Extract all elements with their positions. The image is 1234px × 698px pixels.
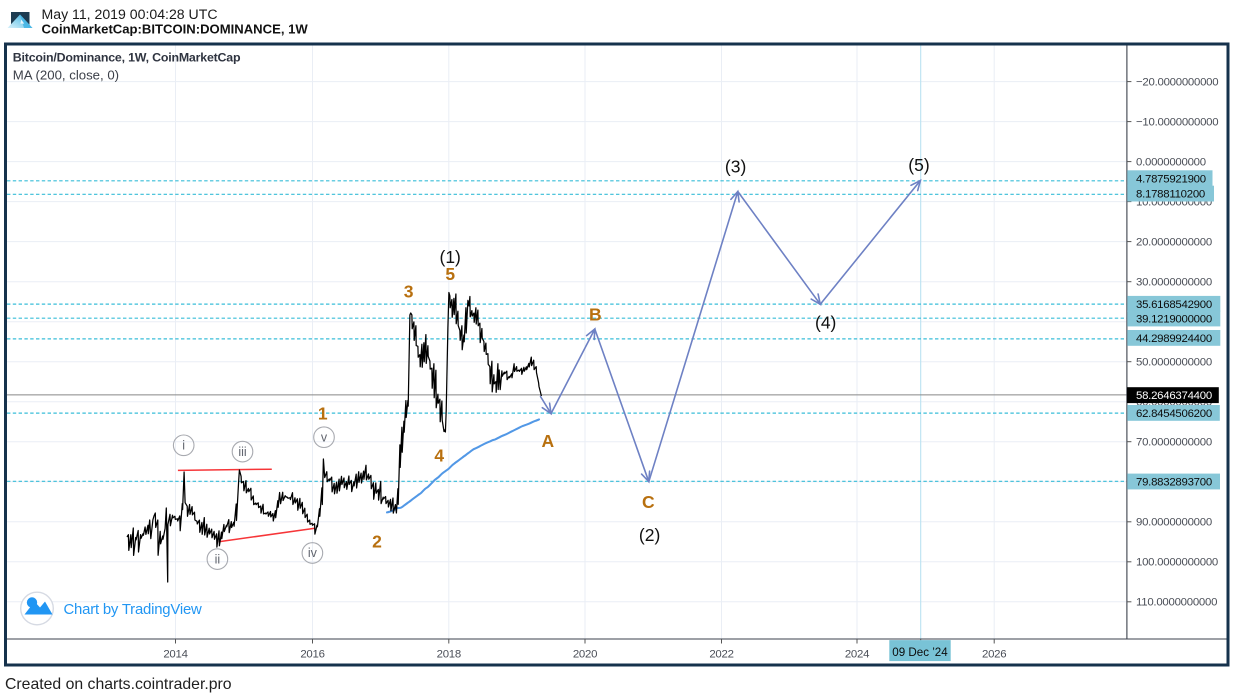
svg-text:v: v [321,430,328,444]
svg-text:B: B [589,305,602,325]
svg-text:iii: iii [238,445,246,459]
svg-text:2016: 2016 [300,648,324,660]
svg-text:110.0000000000: 110.0000000000 [1136,597,1217,609]
svg-text:ii: ii [215,552,221,566]
svg-text:79.8832893700: 79.8832893700 [1136,477,1212,489]
svg-text:CoinMarketCap:BITCOIN:DOMINANC: CoinMarketCap:BITCOIN:DOMINANCE, 1W [42,22,309,37]
svg-text:2024: 2024 [845,648,869,660]
svg-text:(5): (5) [908,155,929,175]
svg-text:−20.0000000000: −20.0000000000 [1136,77,1218,89]
svg-text:(4): (4) [815,312,836,332]
svg-text:39.1219000000: 39.1219000000 [1136,314,1212,326]
svg-text:62.8454506200: 62.8454506200 [1136,408,1212,420]
svg-text:(2): (2) [639,525,660,545]
svg-text:2026: 2026 [982,648,1006,660]
svg-text:A: A [541,431,554,451]
svg-text:35.6168542900: 35.6168542900 [1136,299,1212,311]
svg-text:2018: 2018 [437,648,461,660]
svg-text:3: 3 [404,282,414,302]
svg-text:2: 2 [372,532,382,552]
svg-text:20.0000000000: 20.0000000000 [1136,237,1212,249]
svg-text:May 11, 2019 00:04:28 UTC: May 11, 2019 00:04:28 UTC [42,6,218,22]
svg-text:1: 1 [318,404,328,424]
svg-text:58.2646374400: 58.2646374400 [1136,390,1212,402]
svg-text:44.2989924400: 44.2989924400 [1136,333,1212,345]
svg-text:4.7875921900: 4.7875921900 [1136,173,1206,185]
svg-text:C: C [642,492,655,512]
svg-text:8.1788110200: 8.1788110200 [1136,189,1205,201]
svg-text:(3): (3) [725,157,746,177]
svg-text:5: 5 [445,264,455,284]
svg-text:MA (200, close, 0): MA (200, close, 0) [13,68,119,83]
svg-text:100.0000000000: 100.0000000000 [1136,557,1218,569]
svg-text:30.0000000000: 30.0000000000 [1136,277,1212,289]
svg-text:(1): (1) [440,247,461,267]
svg-text:i: i [182,439,185,453]
svg-text:Chart by TradingView: Chart by TradingView [64,602,203,618]
svg-text:09 Dec ’24: 09 Dec ’24 [892,646,948,659]
svg-text:50.0000000000: 50.0000000000 [1136,357,1212,369]
svg-text:0.0000000000: 0.0000000000 [1136,157,1206,169]
svg-text:90.0000000000: 90.0000000000 [1136,517,1212,529]
svg-text:−10.0000000000: −10.0000000000 [1136,117,1218,129]
svg-text:Bitcoin/Dominance, 1W, CoinMar: Bitcoin/Dominance, 1W, CoinMarketCap [13,51,241,65]
svg-text:2020: 2020 [573,648,597,660]
svg-text:2014: 2014 [163,648,187,660]
svg-text:Created on charts.cointrader.p: Created on charts.cointrader.pro [5,676,232,693]
svg-text:iv: iv [308,546,318,560]
svg-text:70.0000000000: 70.0000000000 [1136,437,1212,449]
svg-text:2022: 2022 [709,648,733,660]
svg-text:4: 4 [434,446,444,466]
